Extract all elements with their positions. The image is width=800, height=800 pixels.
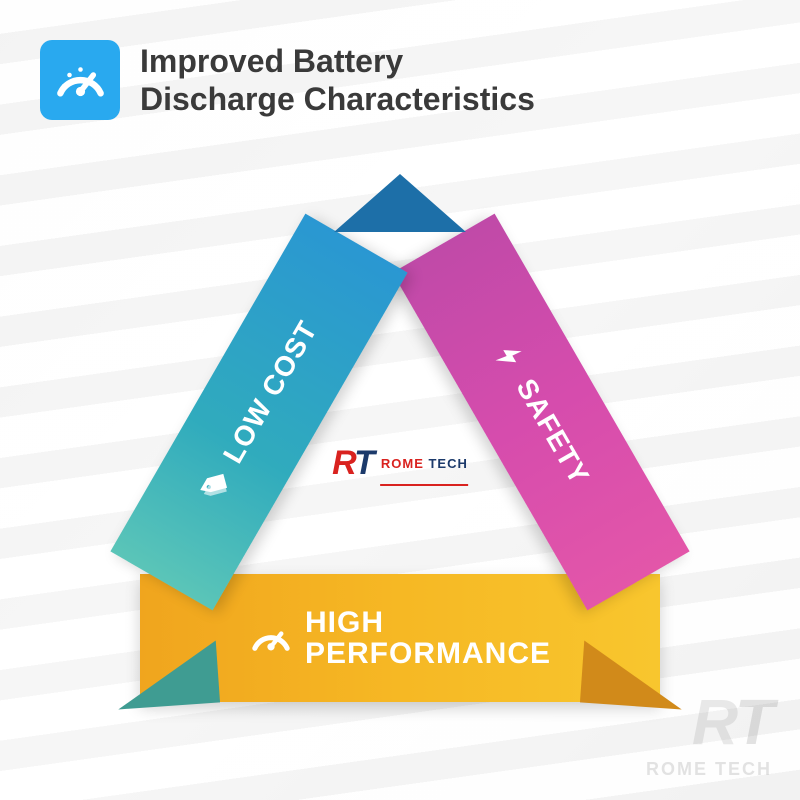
high-performance-label-1: HIGH [305, 607, 551, 639]
feature-low-cost: LOW COST [110, 214, 407, 611]
gauge-icon [40, 40, 120, 120]
high-performance-label-2: PERFORMANCE [305, 638, 551, 670]
feature-triangle: LOW COST SAFETY HIGH PERFORMANCE RT ROME… [120, 190, 680, 710]
triangle-fold-bottom-left [114, 641, 220, 710]
feature-safety: SAFETY [392, 214, 689, 611]
lightning-bolt-icon [486, 333, 532, 379]
gauge-icon [249, 616, 293, 660]
logo-text: ROME TECH [381, 457, 468, 470]
safety-label: SAFETY [510, 373, 596, 490]
logo-underline [380, 484, 468, 486]
watermark-text: ROME TECH [646, 759, 772, 780]
watermark-mark: RT [646, 685, 772, 759]
triangle-fold-top [334, 174, 466, 232]
brand-logo: RT ROME TECH [332, 444, 468, 483]
price-tag-icon [193, 463, 239, 509]
page-title: Improved Battery Discharge Characteristi… [140, 42, 535, 119]
header: Improved Battery Discharge Characteristi… [40, 40, 535, 120]
low-cost-label: LOW COST [217, 315, 324, 469]
title-line-2: Discharge Characteristics [140, 80, 535, 118]
title-line-1: Improved Battery [140, 42, 535, 80]
brand-watermark: RT ROME TECH [646, 685, 772, 780]
logo-mark: RT [332, 444, 373, 483]
